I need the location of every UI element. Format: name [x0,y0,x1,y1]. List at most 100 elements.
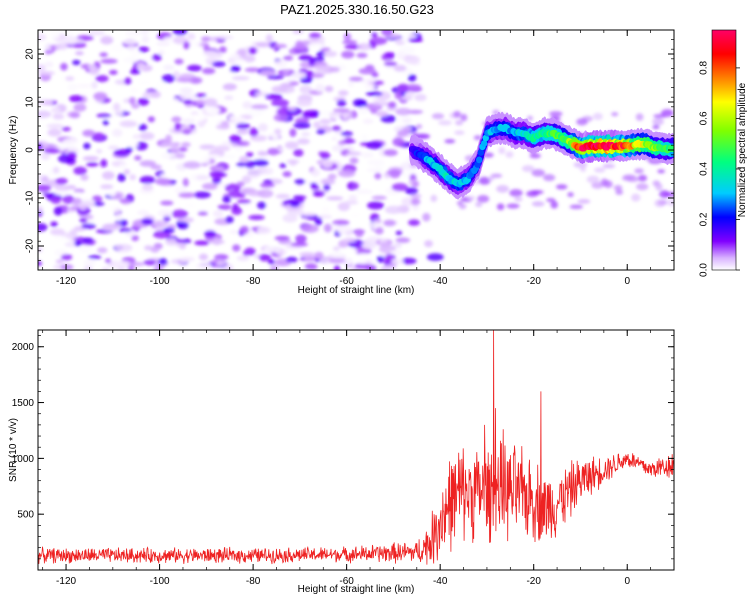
spectrogram-noise-blob [348,194,358,202]
spectrogram-noise-blob [222,195,232,203]
spectrogram-noise-blob [296,99,313,107]
spectrogram-noise-blob [357,43,372,51]
spectrogram-noise-blob [351,213,361,218]
spectrogram-noise-blob [293,149,304,157]
spectrogram-noise-blob [358,106,369,115]
spectrogram-noise-blob [62,194,75,204]
spectrogram-noise-blob [263,245,282,253]
spectrogram-noise-blob [102,119,109,126]
spectrogram-noise-blob [180,257,195,262]
spectrogram-noise-blob [252,159,269,167]
spectrogram-noise-blob [102,171,115,180]
spectrogram-noise-blob [374,227,384,235]
spectrogram-noise-blob [204,230,217,238]
snr-x-tick-label: -80 [246,576,261,587]
spectrogram-noise-blob [343,237,356,243]
spectrogram-noise-blob [123,98,131,104]
spectrogram-noise-blob [69,229,78,237]
spectrogram-noise-blob [371,32,378,38]
spectrogram-noise-blob [78,204,87,211]
colorbar-tick-label: 0.0 [699,263,710,277]
spectrogram-x-tick-label: -40 [433,276,448,287]
spectrogram-noise-blob [38,205,44,213]
colorbar-tick-label: 0.4 [699,162,710,176]
spectrogram-noise-blob [222,83,237,91]
spectrogram-noise-blob [361,241,377,250]
spectrogram-noise-blob [359,79,376,84]
spectrogram-noise-blob [304,263,318,270]
spectrogram-noise-blob [357,99,368,109]
spectrogram-x-tick-label: -100 [150,276,170,287]
spectrogram-noise-blob [239,156,249,164]
spectrogram-noise-blob [255,42,271,48]
spectrogram-ridge-cell [477,149,485,156]
spectrogram-noise-blob [370,108,378,114]
spectrogram-noise-blob [201,50,219,58]
spectrogram-noise-blob [289,200,300,208]
spectrogram-noise-blob [365,141,383,150]
spectrogram-noise-blob [215,124,230,130]
spectrogram-noise-blob [364,83,376,90]
spectrogram-noise-blob [293,122,311,129]
spectrogram-noise-blob [355,228,364,238]
spectrogram-noise-blob [613,185,623,191]
spectrogram-noise-blob [259,182,275,188]
spectrogram-noise-blob [258,123,268,132]
spectrogram-noise-blob [72,59,81,66]
spectrogram-noise-blob [622,174,636,180]
spectrogram-noise-blob [299,252,316,257]
spectrogram-noise-blob [195,93,207,98]
spectrogram-noise-blob [303,255,316,262]
spectrogram-noise-blob [91,81,98,90]
spectrogram-noise-blob [54,185,71,192]
spectrogram-noise-blob [126,57,137,63]
spectrogram-noise-blob [387,101,397,109]
spectrogram-noise-blob [384,52,396,58]
spectrogram-noise-blob [158,50,165,56]
spectrogram-noise-blob [317,214,333,219]
spectrogram-noise-blob [256,226,272,235]
spectrogram-noise-blob [319,257,332,265]
spectrogram-noise-blob [161,74,176,83]
spectrogram-noise-blob [331,145,345,152]
spectrogram-noise-blob [405,187,418,195]
spectrogram-noise-blob [410,197,421,206]
spectrogram-noise-blob [408,37,423,43]
spectrogram-noise-blob [310,73,325,79]
spectrogram-noise-blob [249,127,259,137]
spectrogram-noise-blob [139,132,155,141]
spectrogram-noise-blob [257,151,269,156]
spectrogram-noise-blob [412,203,420,211]
spectrogram-noise-blob [50,196,62,205]
spectrogram-noise-blob [79,218,88,223]
spectrogram-noise-blob [159,172,177,178]
spectrogram-noise-blob [58,42,68,50]
spectrogram-noise-blob [333,265,341,270]
spectrogram-noise-blob [201,67,216,75]
snr-x-tick-label: -60 [339,576,354,587]
spectrogram-noise-blob [72,192,84,197]
spectrogram-noise-blob [289,128,297,137]
spectrogram-noise-blob [229,229,238,235]
spectrogram-noise-blob [183,161,202,169]
spectrogram-noise-blob [182,178,189,187]
spectrogram-noise-blob [652,180,661,187]
spectrogram-noise-blob [175,152,186,159]
spectrogram-noise-blob [244,160,256,169]
spectrogram-noise-blob [212,210,224,218]
spectrogram-noise-blob [60,254,73,261]
spectrogram-noise-blob [567,192,574,198]
spectrogram-noise-blob [291,71,307,79]
spectrogram-noise-blob [333,108,350,113]
spectrogram-noise-blob [384,205,403,214]
spectrogram-noise-blob [137,209,149,216]
spectrogram-noise-blob [258,254,272,262]
spectrogram-noise-blob [611,112,619,117]
spectrogram-noise-blob [415,124,423,129]
spectrogram-noise-blob [81,237,94,244]
spectrogram-noise-blob [314,217,323,226]
spectrogram-noise-blob [131,65,139,75]
spectrogram-noise-blob [386,170,403,176]
spectrogram-noise-blob [250,135,268,142]
spectrogram-noise-blob [107,190,117,197]
